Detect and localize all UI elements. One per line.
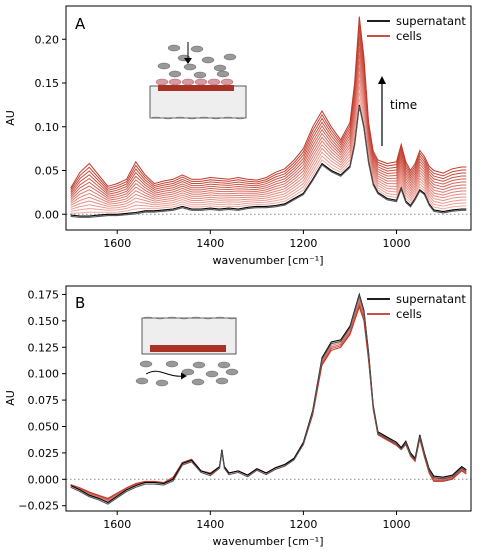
y-axis-label-b: AU: [4, 390, 17, 406]
y-tick-label-a-1: 0.05: [35, 165, 60, 178]
y-tick-label-b-7: 0.150: [28, 315, 60, 328]
supernatant-line-a-1: [70, 104, 467, 217]
substrate-wavy-edge-a: [149, 116, 247, 120]
x-tick-label-a-1400: 1400: [196, 237, 224, 250]
y-tick-label-b-1: 0.000: [28, 473, 60, 486]
y-tick-label-b-2: 0.025: [28, 447, 60, 460]
panel-label-a: A: [75, 15, 86, 33]
cell-ellipses-a: [157, 44, 237, 79]
y-tick-label-b-6: 0.125: [28, 341, 60, 354]
cell-ellipses-b: [135, 360, 239, 387]
supernatant-line-b-1: [70, 292, 467, 504]
cells-line-a-14: [70, 16, 467, 189]
legend-a: supernatant cells: [367, 14, 466, 43]
time-label: time: [390, 98, 417, 112]
y-tick-label-b-8: 0.175: [28, 288, 60, 301]
plot-frame-a: [65, 5, 472, 231]
substrate-wavy-edge-b: [141, 316, 238, 320]
x-ticks-a: 1600 1400 1200 1000: [103, 230, 411, 250]
plot-frame-b: [65, 285, 472, 512]
time-arrowhead: [378, 76, 386, 84]
legend-label-cells-b: cells: [396, 307, 422, 321]
supernatant-line-b-2: [70, 294, 467, 505]
cells-line-a-6: [70, 66, 467, 204]
legend-label-supernatant-a: supernatant: [396, 14, 466, 28]
y-tick-label-b-4: 0.075: [28, 394, 60, 407]
cells-line-a-11: [70, 35, 467, 195]
cells-line-a-4: [70, 79, 467, 208]
legend-label-supernatant-b: supernatant: [396, 292, 466, 306]
attached-cells-a: [155, 78, 234, 86]
panel-a: A time supernatant: [4, 5, 472, 267]
y-tick-label-b-0: −0.025: [18, 500, 59, 513]
y-tick-label-a-4: 0.20: [35, 33, 60, 46]
flow-arrowhead-b: [181, 372, 187, 380]
panel-b: B supernatant cells 1600 1400 1200 1000 −0.…: [4, 285, 472, 548]
x-tick-label-b-1400: 1400: [196, 518, 224, 531]
cells-line-a-2: [70, 92, 467, 212]
sensor-layer-a: [158, 85, 234, 91]
y-ticks-a: 0.00 0.05 0.10 0.15 0.20: [35, 33, 66, 221]
cells-line-a-3: [70, 85, 467, 210]
cells-line-a-12: [70, 29, 467, 193]
x-axis-label-b: wavenumber [cm⁻¹]: [212, 535, 323, 548]
sensor-layer-b: [150, 345, 226, 352]
y-ticks-b: −0.025 0.000 0.025 0.050 0.075 0.100 0.125 0.15…: [18, 288, 66, 513]
x-tick-label-a-1200: 1200: [289, 237, 317, 250]
sedimentation-arrowhead-a: [184, 58, 192, 64]
y-axis-label-a: AU: [4, 110, 17, 126]
y-tick-label-a-2: 0.10: [35, 121, 60, 134]
x-axis-label-a: wavenumber [cm⁻¹]: [212, 254, 323, 267]
x-tick-label-a-1600: 1600: [103, 237, 131, 250]
x-tick-label-b-1200: 1200: [289, 518, 317, 531]
y-tick-label-b-3: 0.050: [28, 420, 60, 433]
cells-line-a-5: [70, 73, 467, 206]
flow-arrow-b: [145, 370, 185, 377]
cells-line-a-13: [70, 22, 467, 191]
x-ticks-b: 1600 1400 1200 1000: [103, 511, 411, 531]
x-tick-label-b-1600: 1600: [103, 518, 131, 531]
supernatant-traces-b: [70, 292, 467, 505]
panel-label-b: B: [75, 294, 85, 312]
cells-line-a-9: [70, 48, 467, 199]
legend-label-cells-a: cells: [396, 29, 422, 43]
supernatant-traces-a: [70, 104, 467, 218]
x-tick-label-a-1000: 1000: [383, 237, 411, 250]
cells-line-a-8: [70, 54, 467, 200]
y-tick-label-a-3: 0.15: [35, 77, 60, 90]
y-tick-label-a-0: 0.00: [35, 208, 60, 221]
x-tick-label-b-1000: 1000: [383, 518, 411, 531]
cells-line-a-7: [70, 60, 467, 202]
cells-line-a-10: [70, 41, 467, 197]
cells-line-a-1: [70, 98, 467, 214]
cells-traces-a: [70, 16, 467, 214]
legend-b: supernatant cells: [367, 292, 466, 321]
inset-schematic-b: [135, 316, 239, 387]
y-tick-label-b-5: 0.100: [28, 368, 60, 381]
inset-schematic-a: [149, 42, 247, 120]
supernatant-line-a-2: [70, 106, 467, 218]
